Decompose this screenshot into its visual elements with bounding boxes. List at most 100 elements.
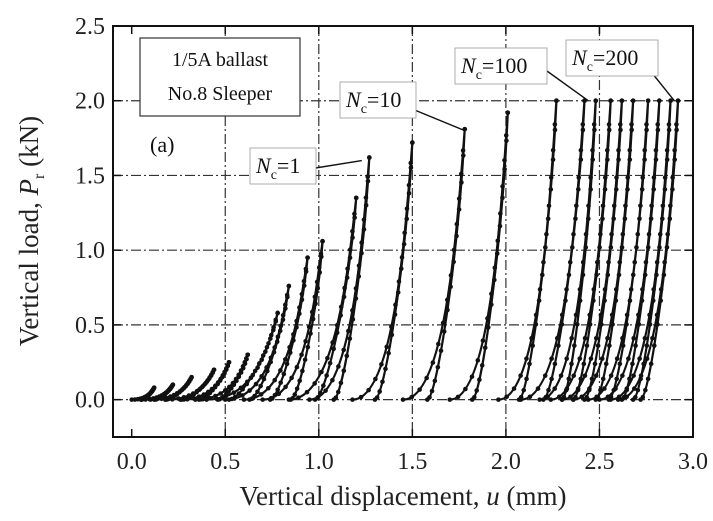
load-cycle (496, 98, 559, 402)
data-point (651, 287, 656, 292)
data-point (240, 393, 245, 398)
data-point (240, 386, 245, 392)
data-point (163, 397, 168, 402)
data-point (228, 386, 234, 391)
data-point (674, 127, 679, 133)
data-point (662, 187, 668, 192)
data-point (630, 397, 636, 402)
data-point (303, 266, 309, 272)
data-point (297, 305, 302, 310)
data-point (585, 397, 591, 402)
data-point (268, 395, 274, 401)
data-point (504, 394, 509, 400)
annotation-text: Nc=1 (255, 153, 300, 183)
data-point (291, 332, 296, 337)
data-point (341, 294, 347, 300)
data-point (588, 175, 593, 180)
panel-label: (a) (150, 132, 174, 157)
data-point (638, 397, 643, 402)
data-point (462, 126, 468, 132)
data-point (559, 322, 565, 327)
data-point (451, 247, 457, 253)
data-point (287, 344, 292, 350)
data-point (556, 343, 561, 348)
data-point (373, 376, 378, 382)
data-point (619, 245, 625, 250)
data-point (451, 259, 456, 265)
data-point (608, 98, 613, 104)
annotation-sub: c (271, 168, 277, 183)
data-point (435, 365, 441, 370)
legend-line-ballast: 1/5A ballast (172, 49, 269, 71)
annotation-var: N (345, 87, 362, 112)
data-point (537, 397, 542, 402)
data-point (495, 238, 501, 244)
data-point (583, 231, 589, 237)
data-point (660, 203, 666, 209)
data-point (303, 338, 308, 344)
data-point (338, 380, 344, 386)
load-cycle (518, 98, 587, 402)
data-point (356, 263, 362, 268)
data-point (347, 336, 353, 341)
data-point (312, 294, 318, 300)
data-point (629, 127, 634, 133)
data-point (557, 394, 562, 400)
data-point (564, 386, 570, 391)
data-point (602, 386, 607, 391)
data-point (347, 247, 353, 253)
data-point (559, 397, 565, 402)
data-point (569, 335, 574, 341)
data-point (404, 206, 410, 211)
annotation-box (249, 147, 317, 185)
data-point (567, 259, 573, 265)
data-point (323, 388, 328, 393)
data-point (610, 322, 615, 327)
data-point (252, 368, 258, 374)
data-point (331, 346, 336, 352)
data-point (247, 388, 252, 393)
load-cycle (307, 155, 372, 402)
data-point (350, 228, 355, 234)
data-point (611, 203, 617, 209)
data-point (353, 296, 359, 301)
data-point (586, 203, 591, 209)
data-point (356, 274, 362, 279)
data-point (430, 360, 436, 365)
data-point (494, 251, 500, 256)
data-point (266, 341, 271, 346)
data-point (341, 368, 347, 373)
load-cycle (447, 110, 511, 402)
data-point (275, 387, 280, 393)
data-point (594, 259, 600, 265)
data-point (599, 322, 604, 327)
data-point (436, 341, 441, 347)
data-point (284, 292, 290, 298)
data-point (505, 110, 511, 115)
data-point (578, 147, 584, 153)
data-point (643, 259, 649, 265)
data-point (309, 309, 315, 315)
plot-frame (112, 25, 694, 438)
data-point (444, 297, 450, 303)
data-point (454, 233, 459, 239)
data-point (258, 392, 264, 397)
y-axis-label-var: P (14, 179, 44, 197)
data-point (533, 322, 539, 327)
data-point (582, 397, 587, 402)
data-point (545, 394, 550, 400)
data-point (358, 394, 364, 400)
data-point (603, 361, 609, 367)
data-point (648, 216, 654, 222)
data-point (620, 335, 625, 341)
data-point (178, 397, 183, 402)
data-point (253, 381, 259, 387)
data-point (629, 122, 634, 127)
data-point (636, 312, 641, 318)
data-point (350, 308, 355, 313)
data-point (447, 397, 453, 402)
data-point (294, 386, 300, 391)
data-point (588, 187, 593, 192)
data-point (454, 221, 460, 227)
data-point (440, 320, 446, 326)
